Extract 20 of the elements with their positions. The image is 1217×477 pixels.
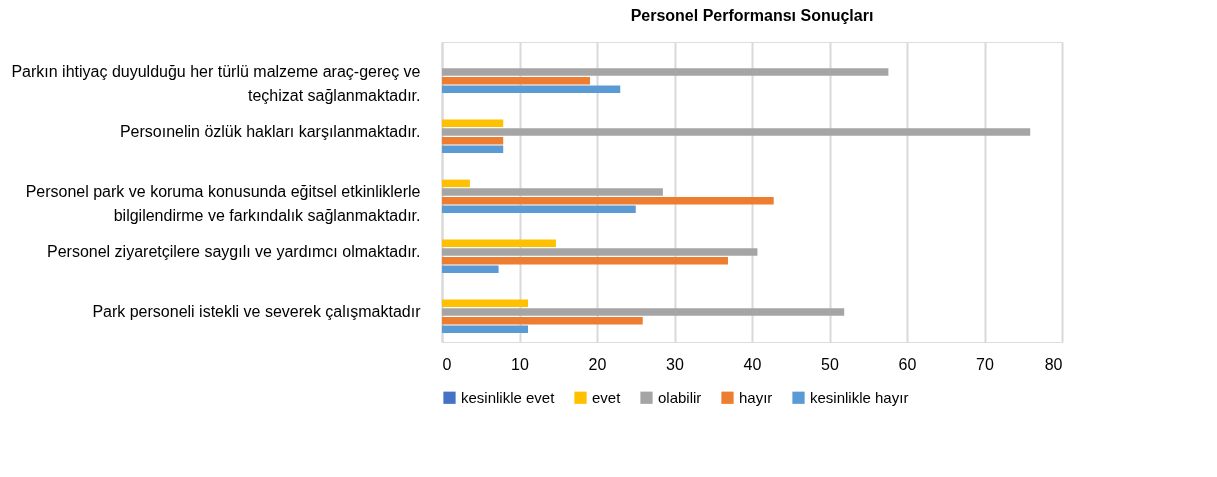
legend-label: olabilir	[658, 388, 702, 406]
y-tick-label: Parkın ihtiyaç duyulduğu her türlü malzeme araç-gereç ve teçhizat sağlanmaktadır.	[11, 63, 421, 104]
y-tick-label: Personel ziyaretçilere saygılı ve yardımcı olmaktadır.	[47, 243, 421, 260]
x-tick-label: 30	[666, 355, 684, 373]
x-tick-label: 50	[821, 355, 839, 373]
y-tick-label: Persoınelin özlük hakları karşılanmaktadır.	[119, 123, 421, 140]
y-tick-label: Park personeli istekli ve severek çalışmaktadır	[92, 303, 422, 320]
legend-label: hayır	[739, 388, 773, 406]
legend-label: kesinlikle evet	[461, 388, 556, 406]
legend-label: kesinlikle hayır	[810, 388, 909, 406]
x-tick-label: 70	[976, 355, 994, 373]
y-tick-label: Personel park ve koruma konusunda eğitsel etkinliklerle bilgilendirme ve farkındalık sağlanmaktadır.	[25, 183, 421, 224]
legend-label: evet	[592, 388, 622, 406]
x-tick-label: 10	[511, 355, 529, 373]
x-tick-label: 40	[743, 355, 762, 373]
x-tick-label: 80	[1044, 355, 1063, 373]
chart-title: Personel Performansı Sonuçları	[630, 7, 874, 24]
x-tick-label: 20	[588, 355, 607, 373]
x-tick-label: 60	[898, 355, 917, 373]
x-tick-label: 0	[442, 355, 452, 373]
